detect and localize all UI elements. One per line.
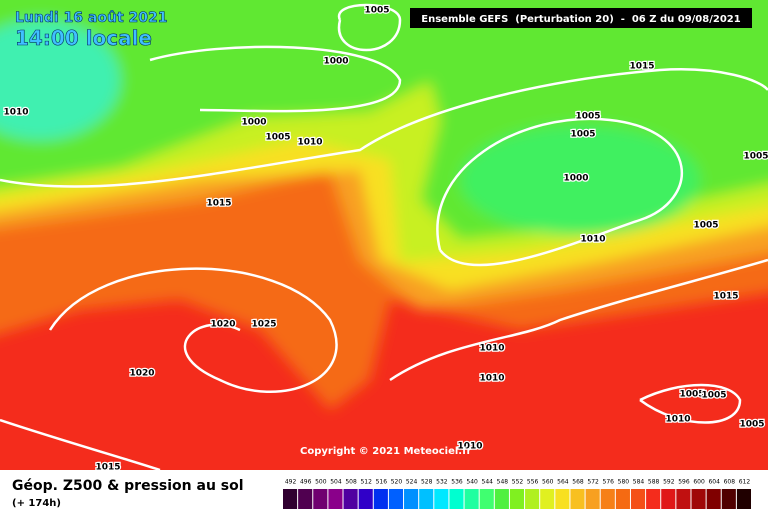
scale-swatch [419,489,434,509]
scale-swatch [358,489,373,509]
scale-swatch [464,489,479,509]
scale-swatch [646,489,661,509]
scale-swatch [313,489,328,509]
scale-label: 600 [693,479,705,486]
scale-label: 548 [497,479,509,486]
scale-label: 612 [739,479,751,486]
scale-label: 592 [663,479,675,486]
scale-label: 520 [391,479,403,486]
footer-title: Géop. Z500 & pression au sol [12,478,244,494]
scale-swatch [328,489,343,509]
scale-label: 504 [330,479,342,486]
scale-swatch [736,489,751,509]
isobar-label: 1010 [457,442,482,452]
isobar-label: 1005 [679,390,704,400]
scale-label: 492 [285,479,297,486]
scale-label: 540 [466,479,478,486]
isobar-label: 1010 [479,344,504,354]
isobar-label: 1005 [364,6,389,16]
scale-swatch [373,489,388,509]
scale-label: 508 [345,479,357,486]
isobar-label: 1010 [297,138,322,148]
scale-label: 580 [618,479,630,486]
isobar-label: 1020 [210,320,235,330]
scale-swatch [570,489,585,509]
run-box [410,8,752,28]
isobar-label: 1025 [251,320,276,330]
isobar-label: 1010 [3,108,28,118]
isobar-label: 1005 [693,221,718,231]
scale-swatch [283,489,298,509]
scale-label: 576 [603,479,615,486]
scale-swatch [691,489,706,509]
scale-swatch [343,489,358,509]
isobar-label: 1005 [575,112,600,122]
color-scale: 492 496 500 504 508 512 516 520 524 528 532 536 540 5… [283,479,751,509]
scale-swatch [494,489,509,509]
isobar-label: 1015 [629,62,654,72]
scale-swatch [298,489,313,509]
scale-label: 608 [724,479,736,486]
scale-label: 584 [633,479,645,486]
scale-label: 572 [587,479,599,486]
scale-swatch [404,489,419,509]
scale-label: 564 [557,479,569,486]
isobar-label: 1005 [570,130,595,140]
isobar-label: 1020 [129,369,154,379]
scale-swatch [479,489,494,509]
scale-label: 552 [512,479,524,486]
scale-label: 524 [406,479,418,486]
footer-lead: (+ 174h) [12,498,61,509]
isobar-label: 1015 [206,199,231,209]
scale-swatch [525,489,540,509]
time: 14:00 locale [15,26,152,50]
run-info: Ensemble GEFS (Perturbation 20) - 06 Z d… [421,14,740,25]
isobar-label: 1005 [265,133,290,143]
scale-label: 596 [678,479,690,486]
scale-swatch [661,489,676,509]
scale-swatch [540,489,555,509]
scale-swatch [449,489,464,509]
scale-label: 568 [572,479,584,486]
isobar-label: 1010 [665,415,690,425]
scale-label: 516 [376,479,388,486]
scale-swatch [600,489,615,509]
isobar-label: 1015 [713,292,738,302]
isobar-label: 1005 [701,391,726,401]
scale-label: 560 [542,479,554,486]
scale-label: 500 [315,479,327,486]
scale-label: 528 [421,479,433,486]
scale-swatch [555,489,570,509]
scale-label: 544 [482,479,494,486]
scale-swatch [615,489,630,509]
scale-label: 496 [300,479,312,486]
scale-label: 604 [708,479,720,486]
field [0,0,768,470]
isobar-label: 1000 [323,57,348,67]
scale-swatch [509,489,525,509]
scale-swatch [630,489,646,509]
scale-label: 512 [360,479,372,486]
isobar-label: 1010 [580,235,605,245]
scale-label: 588 [648,479,660,486]
scale-label: 536 [451,479,463,486]
copyright: Copyright © 2021 Meteociel.fr [300,446,471,457]
scale-label: 532 [436,479,448,486]
isobar-label: 1000 [241,118,266,128]
scale-swatch [434,489,449,509]
isobar-label: 1005 [739,420,764,430]
scale-swatch [388,489,404,509]
isobar-label: 1005 [743,152,768,162]
scale-swatch [721,489,736,509]
isobar-label: 1000 [563,174,588,184]
scale-label: 556 [527,479,539,486]
scale-swatch [676,489,691,509]
scale-swatch [585,489,600,509]
scale-swatch [706,489,721,509]
isobar-label: 1010 [479,374,504,384]
date: Lundi 16 août 2021 [15,10,167,26]
